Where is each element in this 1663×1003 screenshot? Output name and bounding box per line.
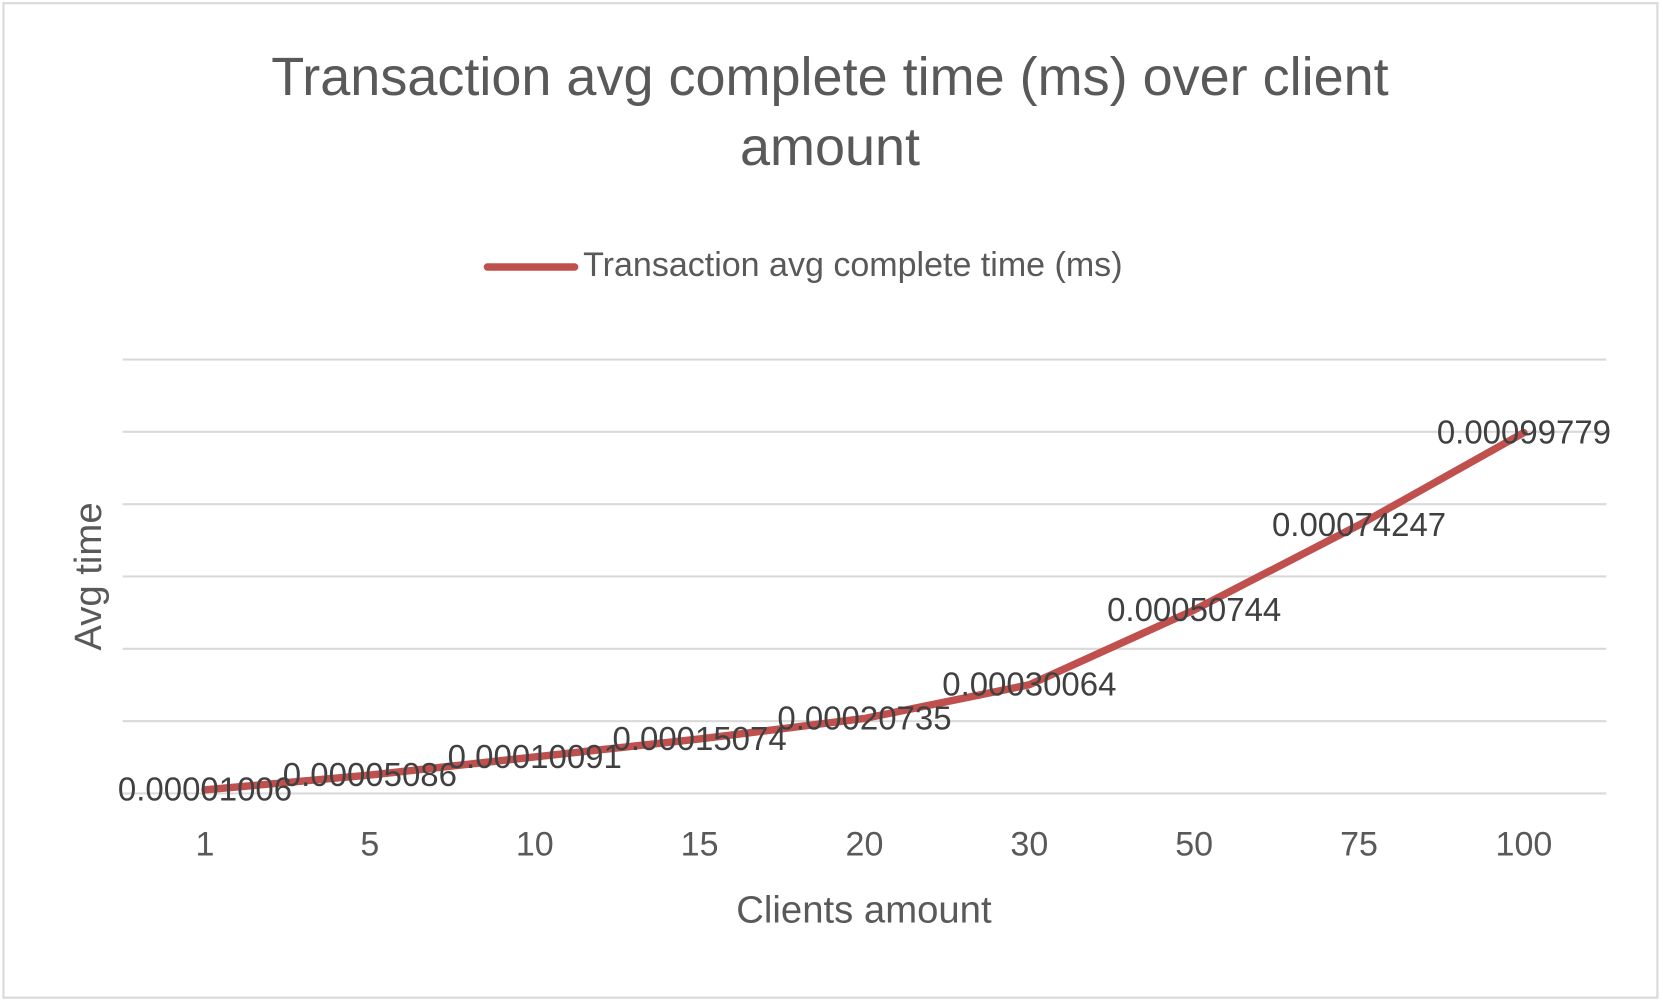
x-tick-label: 50: [1175, 826, 1213, 864]
x-axis-title: Clients amount: [736, 889, 992, 932]
data-label: 0.00001006: [118, 771, 292, 808]
chart-title: Transaction avg complete time (ms) over …: [271, 47, 1389, 177]
data-label: 0.00099779: [1437, 413, 1611, 450]
data-label: 0.00074247: [1272, 506, 1446, 543]
data-label: 0.00050744: [1107, 591, 1281, 628]
data-label: 0.00020735: [777, 699, 951, 736]
x-tick-label: 100: [1496, 826, 1553, 864]
y-axis-title: Avg time: [67, 502, 110, 650]
x-tick-label: 1: [196, 826, 215, 864]
data-line: [201, 428, 1528, 794]
x-tick-label: 15: [681, 826, 719, 864]
x-tick-label: 20: [846, 826, 884, 864]
data-label: 0.00030064: [942, 666, 1116, 703]
data-label: 0.00005086: [283, 756, 457, 793]
x-tick-label: 75: [1340, 826, 1378, 864]
x-tick-label: 10: [516, 826, 554, 864]
data-label: 0.00015074: [613, 720, 787, 757]
x-tick-label: 30: [1010, 826, 1048, 864]
data-label: 0.00010091: [448, 738, 622, 775]
legend-label: Transaction avg complete time (ms): [583, 246, 1122, 284]
x-tick-label: 5: [360, 826, 379, 864]
